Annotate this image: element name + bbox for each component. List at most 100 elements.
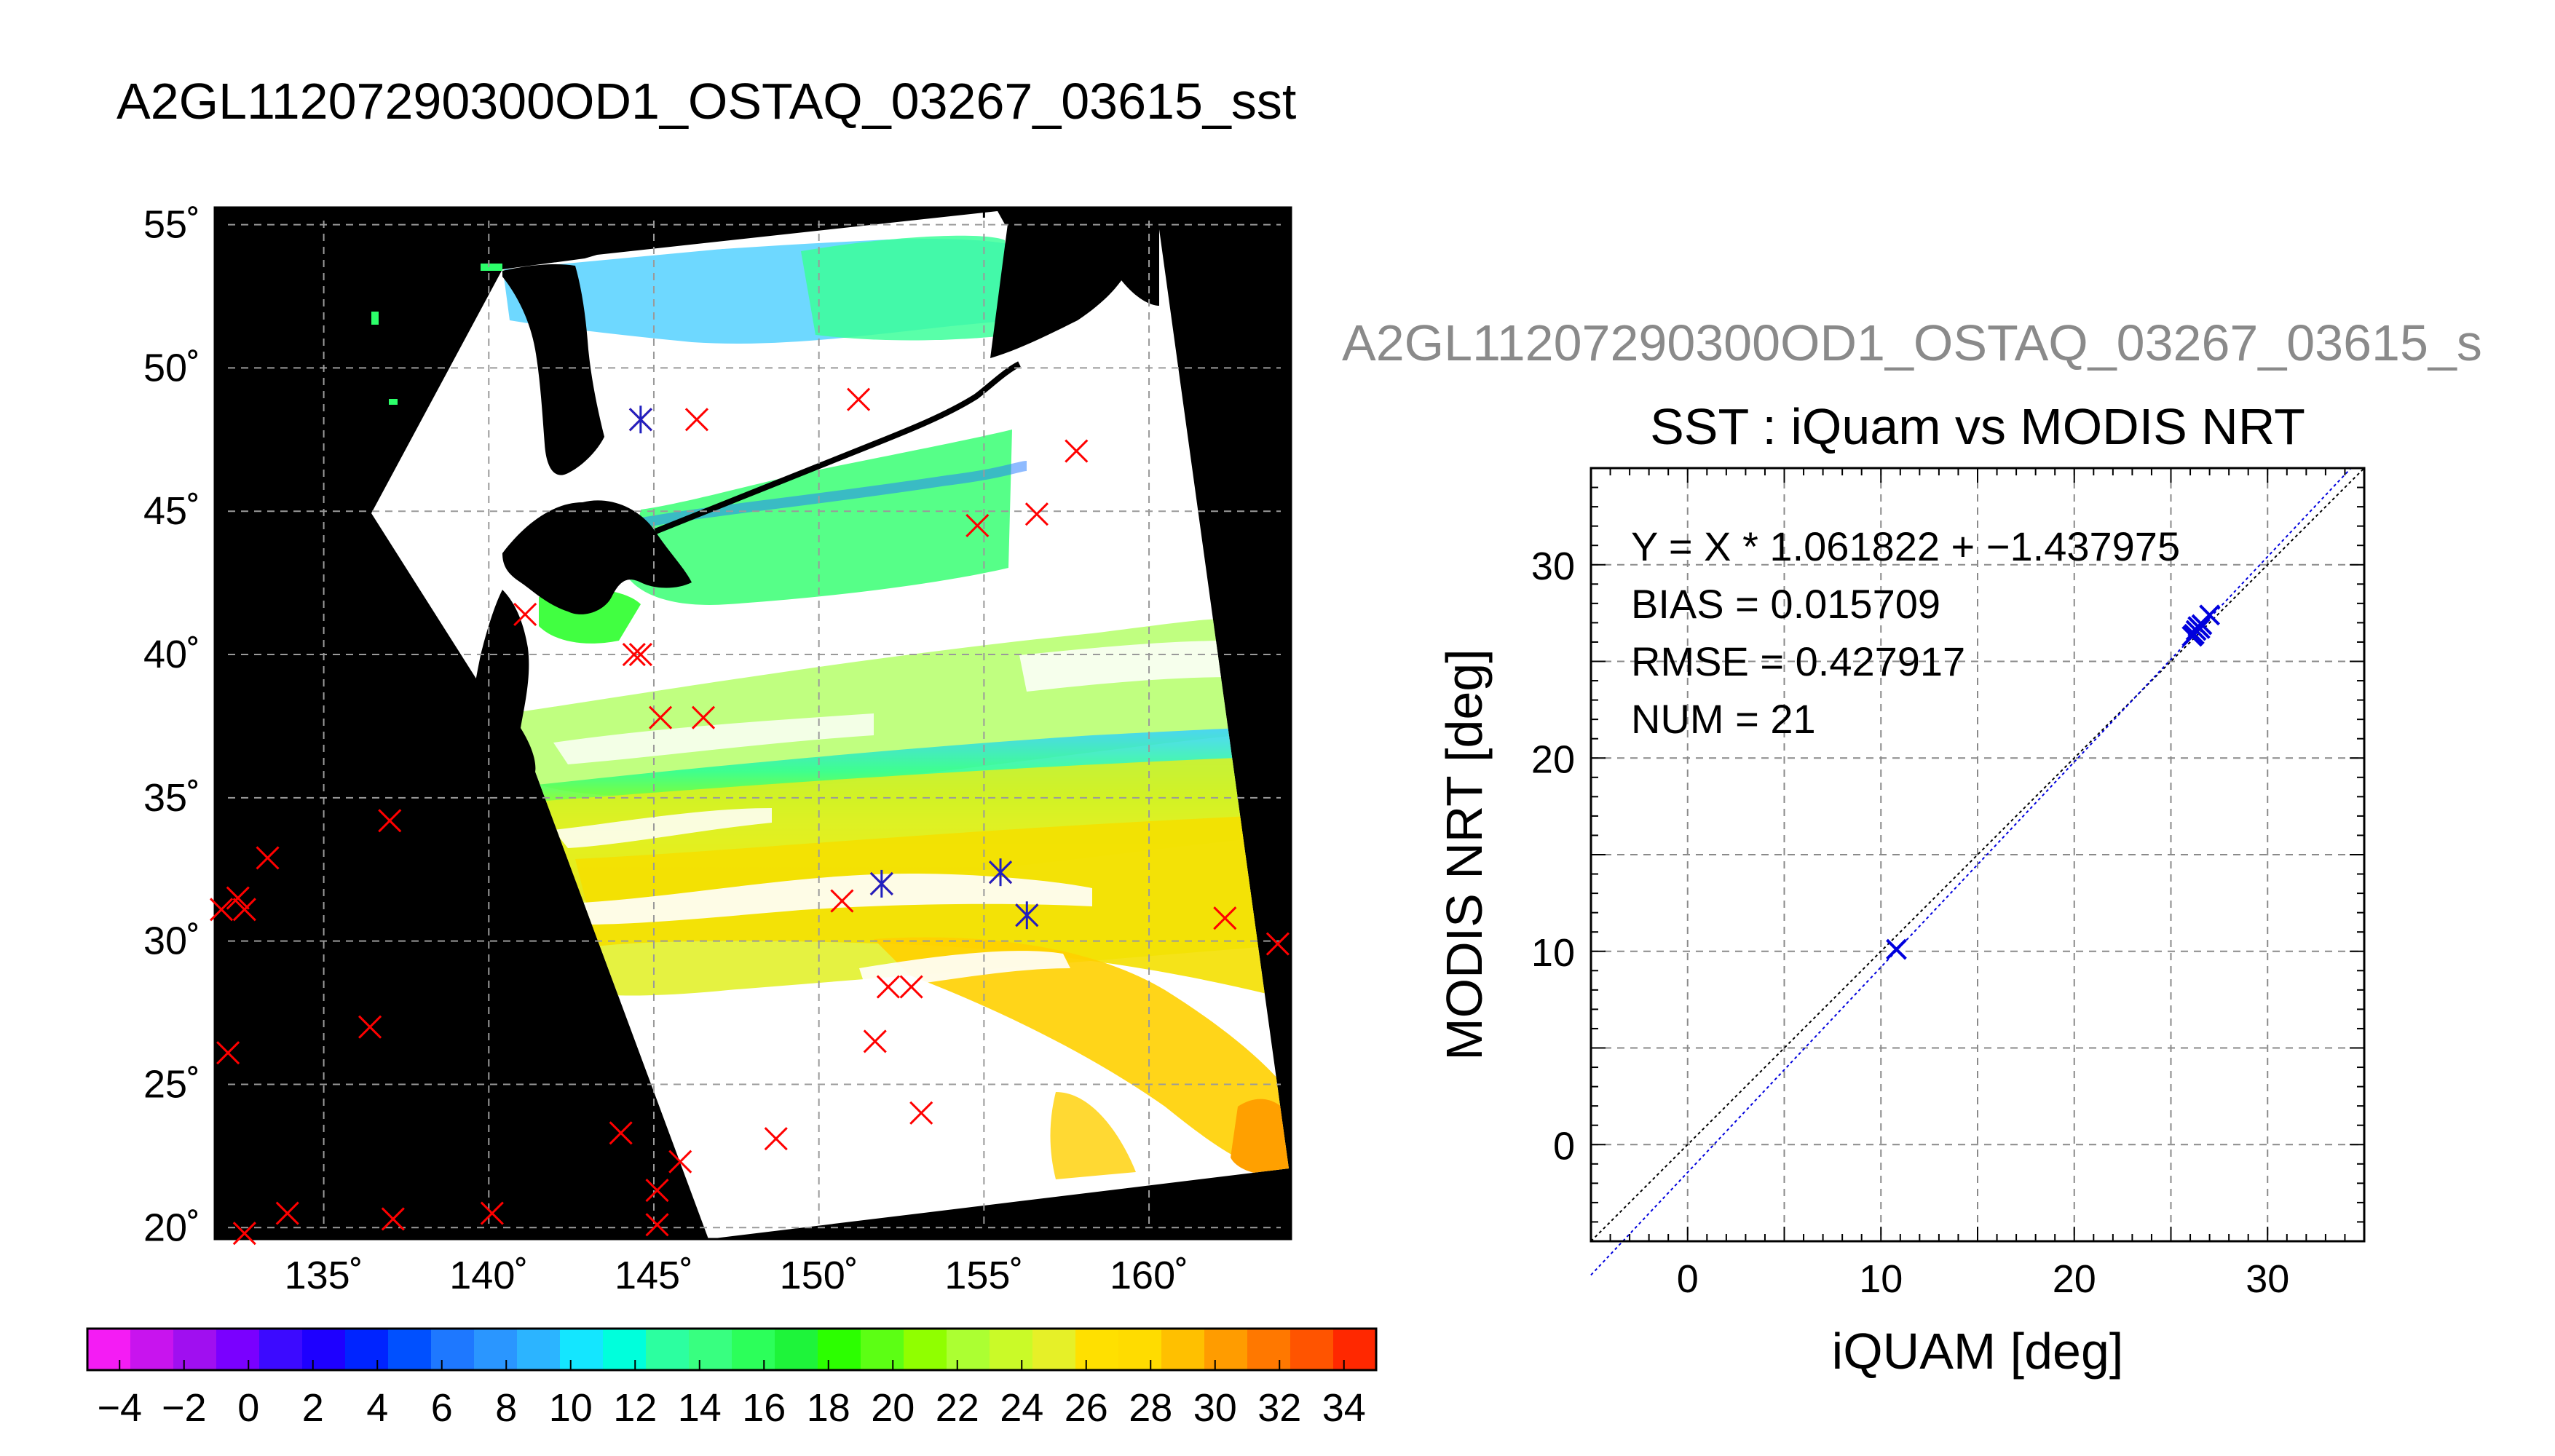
kamchatka-coast [990, 218, 1159, 358]
colorbar-cell [1118, 1329, 1162, 1370]
map-panel: 135˚ 140˚ 145˚ 150˚ 155˚ 160˚ 55˚ 50˚ 45˚ 40˚ 35˚ 3… [143, 203, 1292, 1297]
red-x-marker [226, 886, 250, 910]
colorbar-cell [603, 1329, 647, 1370]
fit-lines [1590, 467, 2365, 1276]
colorbar-tick-label: 12 [613, 1386, 657, 1430]
main-title: A2GL11207290300OD1_OSTAQ_03267_03615_sst [117, 73, 1296, 130]
colorbar-cell [861, 1329, 904, 1370]
red-x-marker [830, 889, 854, 913]
red-x-marker [691, 705, 716, 729]
lat-tick-label: 55˚ [143, 203, 200, 247]
scatter-title: SST : iQuam vs MODIS NRT [1650, 398, 2305, 455]
y-tick-label: 0 [1553, 1124, 1575, 1168]
red-x-marker [645, 1213, 669, 1237]
scatter-point [1886, 938, 1907, 960]
kuril-chain [654, 361, 1021, 534]
lat-tick-label: 30˚ [143, 919, 200, 963]
colorbar-tick-label: 34 [1322, 1386, 1366, 1430]
red-x-marker [909, 1101, 933, 1125]
colorbar-cell [130, 1329, 174, 1370]
y-tick-label: 20 [1531, 737, 1575, 781]
colorbar-tick-label: 4 [366, 1386, 388, 1430]
scatter-subtitle: A2GL11207290300OD1_OSTAQ_03267_03615_s [1342, 314, 2482, 371]
red-x-marker [668, 1150, 692, 1174]
x-tick-label: 20 [2053, 1257, 2096, 1301]
colorbar-cell [1204, 1329, 1248, 1370]
colorbar-frame [86, 1327, 1378, 1372]
colorbar-cell [1075, 1329, 1119, 1370]
colorbar-cell [87, 1329, 131, 1370]
map-axes: 135˚ 140˚ 145˚ 150˚ 155˚ 160˚ 55˚ 50˚ 45˚ 40˚ 35˚ 3… [143, 203, 1291, 1297]
lon-tick-label: 150˚ [780, 1254, 858, 1297]
lat-tick-label: 25˚ [143, 1062, 200, 1106]
colorbar-cell [388, 1329, 432, 1370]
red-x-marker [899, 975, 923, 999]
colorbar-cell [517, 1329, 561, 1370]
red-x-marker [628, 642, 652, 667]
scatter-grid [1591, 468, 2364, 1241]
lat-tick-label: 35˚ [143, 776, 200, 820]
colorbar-tick-label: 28 [1129, 1386, 1172, 1430]
colorbar-cell [689, 1329, 732, 1370]
colorbar-tick-label: 10 [549, 1386, 593, 1430]
map-frame [213, 206, 1292, 1241]
red-x-marker [764, 1127, 788, 1151]
stats-line: Y = X * 1.061822 + −1.437975 [1631, 523, 2180, 569]
colorbar-tick-label: 6 [431, 1386, 453, 1430]
colorbar-cell [173, 1329, 217, 1370]
blue-star-marker [869, 869, 893, 898]
lat-tick-label: 40˚ [143, 633, 200, 676]
colorbar-tick-label: 30 [1193, 1386, 1237, 1430]
blue-star-marker [1015, 901, 1039, 930]
colorbar-tick-label: 18 [807, 1386, 850, 1430]
colorbar-tick-label: 14 [678, 1386, 722, 1430]
colorbar-cell [646, 1329, 690, 1370]
red-x-marker [648, 705, 673, 729]
stats-line: NUM = 21 [1631, 696, 1816, 742]
lon-tick-label: 135˚ [285, 1254, 363, 1297]
scatter-panel: A2GL11207290300OD1_OSTAQ_03267_03615_s S… [1342, 314, 2482, 1380]
red-x-marker [216, 1041, 240, 1065]
colorbar-cell [560, 1329, 604, 1370]
colorbar-cell [990, 1329, 1033, 1370]
colorbar-cell [259, 1329, 303, 1370]
colorbar-cell [1032, 1329, 1076, 1370]
red-x-marker [847, 387, 871, 411]
red-x-marker [1265, 932, 1290, 956]
one-to-one-line [1590, 467, 2365, 1242]
red-x-marker [358, 1015, 382, 1039]
lon-tick-label: 145˚ [615, 1254, 693, 1297]
colorbar-tick-label: 8 [495, 1386, 517, 1430]
red-x-marker [876, 975, 900, 999]
y-axis-label: MODIS NRT [deg] [1436, 649, 1493, 1060]
red-x-marker [863, 1029, 887, 1053]
red-x-marker [1024, 502, 1049, 526]
colorbar-cell [732, 1329, 775, 1370]
y-tick-label: 30 [1531, 545, 1575, 588]
stats-line: RMSE = 0.427917 [1631, 638, 1965, 684]
red-x-marker [275, 1201, 299, 1225]
colorbar-tick-label: 22 [936, 1386, 979, 1430]
map-grid [215, 207, 1291, 1239]
colorbar-cell [345, 1329, 389, 1370]
lat-tick-label: 45˚ [143, 489, 200, 533]
scatter-axes: 0 10 20 30 0 10 20 30 [1531, 467, 2365, 1301]
sakhalin-land [502, 264, 604, 475]
colorbar-tick-label: 16 [742, 1386, 786, 1430]
red-x-marker [210, 898, 234, 922]
stats-box: Y = X * 1.061822 + −1.437975 BIAS = 0.015… [1631, 523, 2180, 742]
x-tick-label: 10 [1859, 1257, 1903, 1301]
colorbar-cell [904, 1329, 947, 1370]
island [389, 399, 398, 405]
red-x-marker [232, 1222, 256, 1246]
lon-tick-label: 160˚ [1110, 1254, 1188, 1297]
scatter-points [1886, 604, 2221, 960]
colorbar-cell [302, 1329, 346, 1370]
colorbar-tick-label: −2 [162, 1386, 207, 1430]
colorbar-tick-label: 2 [302, 1386, 324, 1430]
colorbar-tick-label: −4 [97, 1386, 142, 1430]
colorbar-tick-label: 0 [237, 1386, 259, 1430]
blue-star-marker [628, 405, 652, 434]
colorbar-tick-label: 26 [1065, 1386, 1108, 1430]
sst-field [502, 235, 1289, 1179]
